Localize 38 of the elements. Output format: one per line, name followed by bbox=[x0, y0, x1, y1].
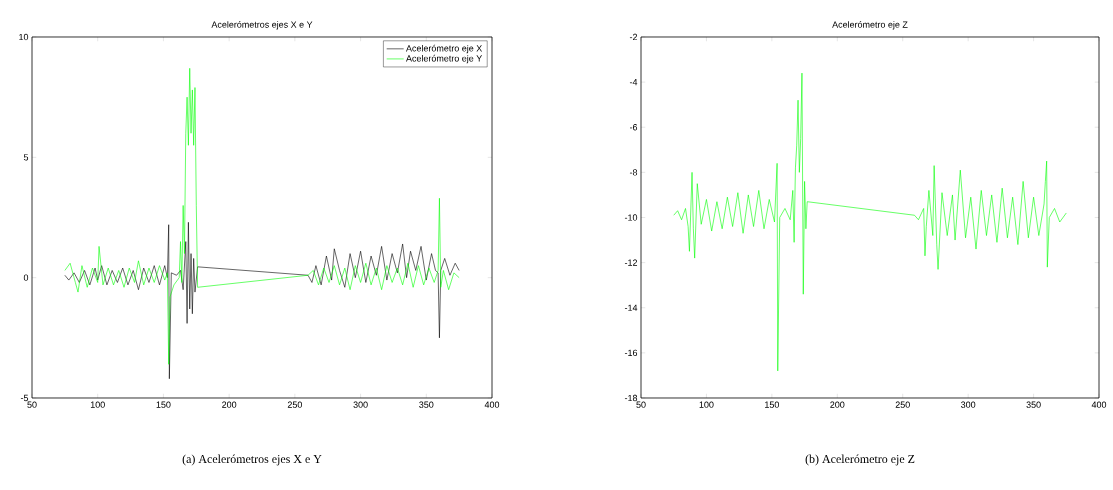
x-tick-label: 50 bbox=[27, 401, 37, 408]
x-tick-label: 150 bbox=[765, 401, 779, 408]
x-tick-label: 200 bbox=[830, 401, 845, 408]
y-tick-label: 0 bbox=[23, 274, 29, 281]
y-tick-label: 10 bbox=[19, 33, 29, 41]
x-tick-label: 250 bbox=[287, 401, 302, 408]
y-tick-label: -6 bbox=[629, 124, 638, 131]
y-tick-label: -4 bbox=[629, 79, 638, 86]
x-tick-label: 50 bbox=[636, 401, 646, 408]
y-tick-label: -2 bbox=[629, 33, 638, 41]
y-tick-label: -10 bbox=[624, 214, 638, 221]
chart-title: Acelerómetro eje Z bbox=[832, 21, 908, 30]
legend-label: Acelerómetro eje Y bbox=[405, 54, 483, 64]
line-series bbox=[64, 222, 460, 380]
x-tick-label: 200 bbox=[222, 401, 237, 408]
x-tick-label: 350 bbox=[419, 401, 434, 408]
y-tick-label: -12 bbox=[624, 259, 638, 266]
x-tick-label: 300 bbox=[353, 401, 368, 408]
y-tick-label: -14 bbox=[624, 304, 638, 311]
y-tick-label: -5 bbox=[20, 394, 29, 402]
line-series bbox=[64, 67, 460, 365]
text: (b) Acelerómetro eje Z bbox=[805, 454, 915, 466]
x-tick-label: 400 bbox=[1091, 401, 1107, 408]
x-tick-label: 400 bbox=[484, 401, 500, 408]
chart-title: Acelerómetros ejes X e Y bbox=[211, 21, 313, 30]
x-tick-label: 300 bbox=[961, 401, 976, 408]
line-series bbox=[673, 72, 1067, 372]
x-tick-label: 100 bbox=[699, 401, 714, 408]
y-tick-label: -16 bbox=[624, 349, 638, 357]
x-tick-label: 250 bbox=[895, 401, 910, 408]
x-tick-label: 150 bbox=[156, 401, 171, 408]
y-tick-label: 5 bbox=[23, 154, 29, 161]
text: (a) Acelerómetros ejes X e Y bbox=[182, 454, 322, 466]
x-tick-label: 350 bbox=[1026, 401, 1041, 408]
y-tick-label: -8 bbox=[629, 169, 638, 176]
y-tick-label: -18 bbox=[624, 394, 638, 402]
legend-label: Acelerómetro eje X bbox=[405, 44, 483, 54]
x-tick-label: 100 bbox=[90, 401, 105, 408]
